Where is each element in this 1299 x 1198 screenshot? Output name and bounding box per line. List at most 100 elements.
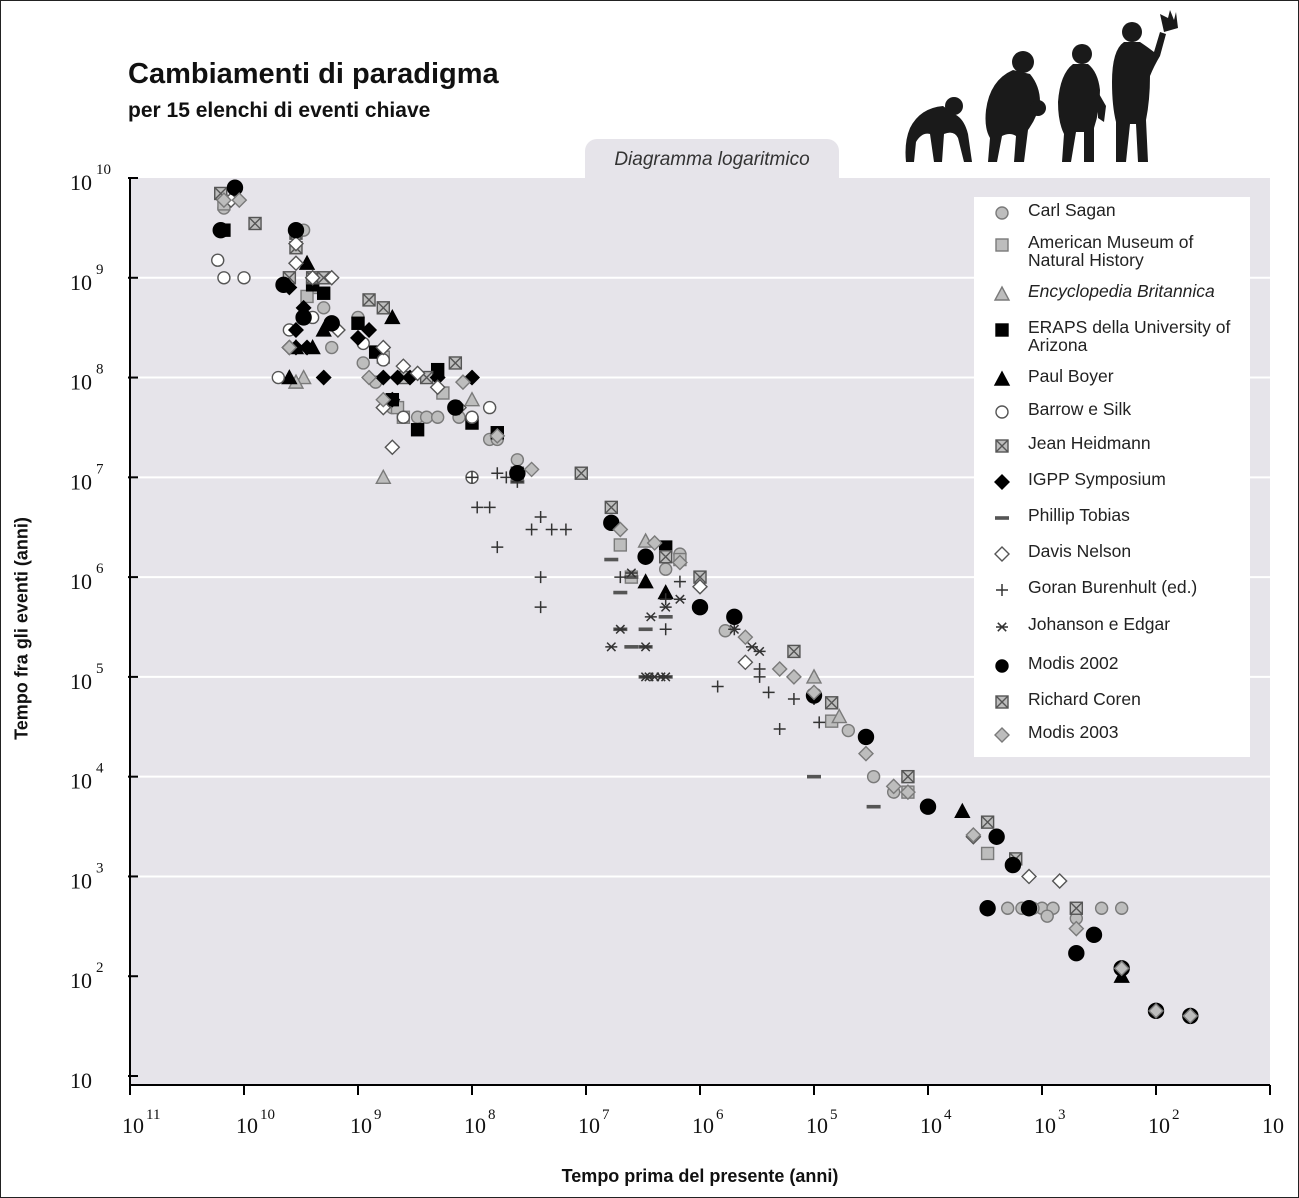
data-point [995, 206, 1009, 220]
data-point [534, 601, 547, 614]
data-point [376, 353, 390, 367]
data-point [824, 696, 839, 710]
data-point [995, 323, 1009, 337]
y-tick-exponent: 8 [96, 362, 104, 378]
data-point [534, 571, 547, 584]
data-point [482, 400, 497, 415]
data-point [231, 192, 248, 209]
data-point [1114, 901, 1129, 915]
legend-label: Phillip Tobias [1028, 505, 1130, 525]
data-point [857, 728, 875, 746]
data-point [691, 598, 709, 616]
y-tick-label: 10 [70, 1068, 92, 1093]
data-point [271, 370, 286, 385]
series-richard-coren [574, 466, 673, 564]
data-point [226, 179, 244, 196]
x-tick-exponent: 2 [1172, 1107, 1180, 1123]
legend-marker [996, 622, 1008, 632]
legend-marker [995, 659, 1009, 673]
marker-cross [693, 570, 707, 584]
y-tick-exponent: 6 [96, 561, 104, 577]
legend-label: American Museum of Natural History [1028, 232, 1194, 270]
data-point [604, 557, 619, 562]
x-tick-exponent: 7 [602, 1107, 610, 1123]
data-point [287, 221, 305, 239]
data-point [361, 369, 378, 386]
y-tick-label: 10 [70, 569, 92, 594]
data-point [612, 521, 629, 538]
data-point [673, 594, 686, 604]
data-point [624, 645, 639, 649]
data-point [375, 369, 392, 386]
data-point [465, 410, 479, 424]
legend-label: Paul Boyer [1028, 366, 1114, 386]
data-point [753, 670, 766, 683]
data-point [954, 802, 971, 818]
data-point [831, 708, 848, 724]
data-point [212, 221, 229, 239]
x-tick-label: 10 [806, 1113, 828, 1138]
data-point [980, 846, 995, 861]
data-point [491, 467, 504, 480]
data-point [659, 602, 672, 612]
data-point [525, 523, 538, 536]
data-point [1094, 901, 1109, 915]
data-point [447, 399, 464, 416]
data-point [545, 523, 558, 536]
data-point [362, 293, 376, 307]
data-point [463, 391, 481, 407]
data-point [806, 684, 822, 701]
x-tick-exponent: 3 [1058, 1107, 1066, 1123]
data-point [659, 593, 672, 606]
data-point [993, 370, 1011, 386]
data-point [737, 629, 754, 646]
y-tick-label: 10 [70, 968, 92, 993]
data-point [614, 571, 627, 584]
data-point [410, 423, 425, 437]
data-point [464, 369, 480, 386]
data-point [919, 798, 937, 815]
y-axis-label: Tempo fra gli eventi (anni) [11, 517, 32, 740]
data-points [211, 179, 1199, 1025]
data-point [1021, 868, 1037, 885]
data-point [639, 642, 652, 652]
data-point [323, 315, 340, 332]
data-point [298, 254, 316, 270]
data-point [658, 615, 673, 619]
data-point [275, 276, 292, 294]
x-tick-exponent: 4 [944, 1107, 952, 1123]
data-point [466, 471, 478, 484]
marker-cross [995, 439, 1009, 453]
data-point [885, 778, 902, 795]
data-point [994, 727, 1010, 743]
legend-marker [993, 370, 1011, 386]
data-point [375, 339, 392, 356]
legend-label: Modis 2002 [1028, 653, 1119, 673]
legend-label: ERAPS della University of Arizona [1028, 317, 1231, 355]
data-point [315, 369, 332, 386]
legend-marker [995, 323, 1009, 337]
marker-cross [981, 815, 995, 829]
data-point [429, 379, 446, 396]
data-point [773, 723, 786, 736]
data-point [1020, 900, 1038, 917]
data-point [419, 410, 434, 424]
legend-marker [995, 238, 1009, 252]
data-point [995, 695, 1009, 709]
data-point [787, 693, 800, 706]
data-point [726, 608, 743, 626]
data-point [807, 774, 821, 779]
legend-label: Davis Nelson [1028, 541, 1132, 561]
data-point [841, 723, 856, 738]
data-point [323, 269, 340, 286]
data-point [1004, 856, 1022, 874]
data-point [287, 321, 304, 338]
x-tick-exponent: 6 [716, 1107, 724, 1123]
data-point [614, 624, 627, 635]
data-point [637, 548, 654, 565]
data-point [248, 216, 262, 231]
data-point [995, 405, 1009, 419]
data-point [430, 410, 445, 424]
y-tick-exponent: 2 [96, 960, 104, 976]
legend-label: Goran Burenhult (ed.) [1028, 577, 1198, 597]
